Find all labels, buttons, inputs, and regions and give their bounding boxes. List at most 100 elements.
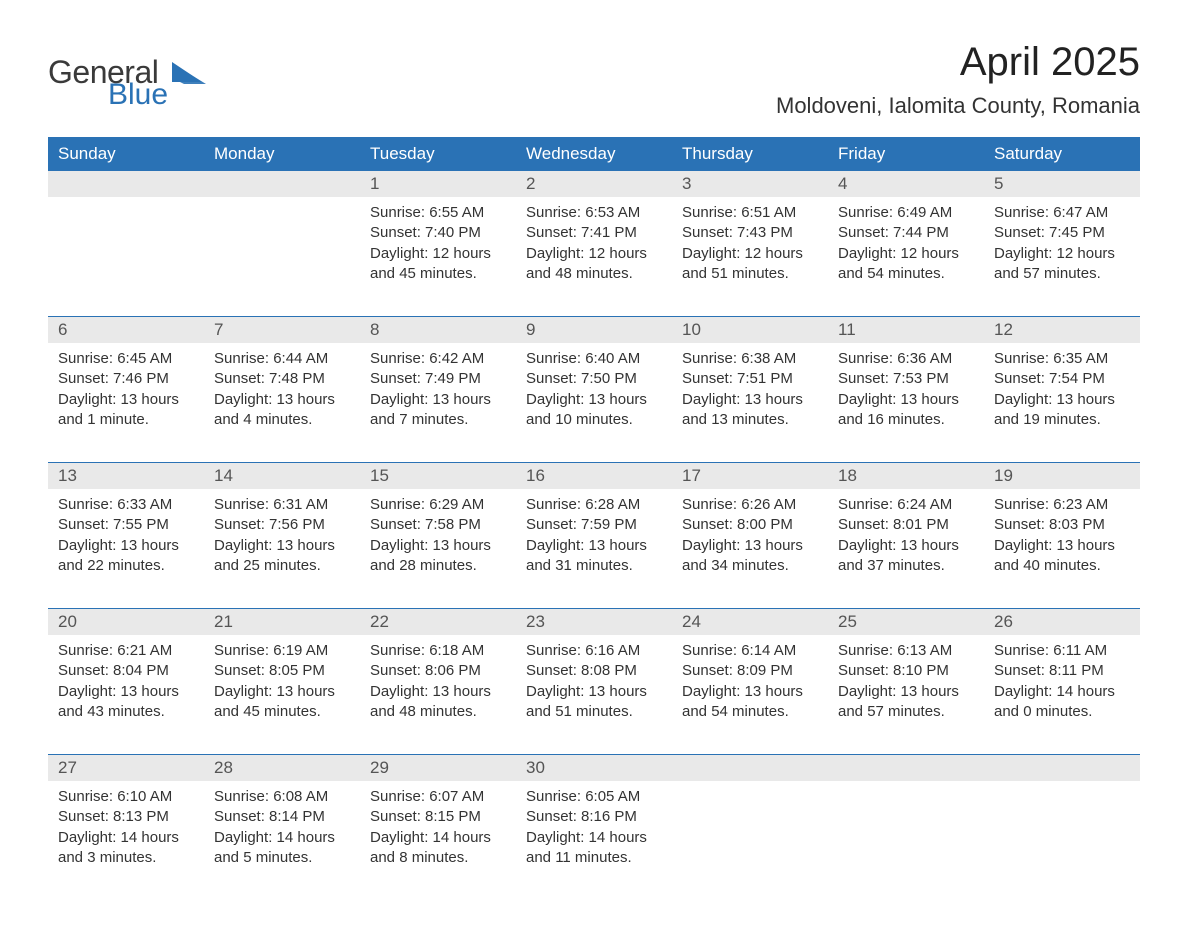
day-sunrise: Sunrise: 6:29 AM <box>370 495 506 515</box>
day-cell <box>48 197 204 288</box>
day-daylight2: and 4 minutes. <box>214 410 350 430</box>
day-daylight1: Daylight: 13 hours <box>994 390 1130 410</box>
day-number: 23 <box>516 609 672 635</box>
day-daylight1: Daylight: 12 hours <box>370 244 506 264</box>
day-daylight1: Daylight: 13 hours <box>370 682 506 702</box>
day-sunrise: Sunrise: 6:13 AM <box>838 641 974 661</box>
day-cell <box>984 781 1140 872</box>
day-daylight1: Daylight: 14 hours <box>214 828 350 848</box>
day-daylight2: and 54 minutes. <box>838 264 974 284</box>
day-number: 19 <box>984 463 1140 489</box>
day-daylight2: and 57 minutes. <box>838 702 974 722</box>
logo-text-stack: General Blue <box>48 56 168 110</box>
day-daylight1: Daylight: 14 hours <box>994 682 1130 702</box>
day-daylight1: Daylight: 13 hours <box>838 682 974 702</box>
day-sunset: Sunset: 8:15 PM <box>370 807 506 827</box>
day-sunset: Sunset: 8:04 PM <box>58 661 194 681</box>
weekday-header-row: Sunday Monday Tuesday Wednesday Thursday… <box>48 137 1140 171</box>
day-daylight2: and 5 minutes. <box>214 848 350 868</box>
day-cell: Sunrise: 6:47 AMSunset: 7:45 PMDaylight:… <box>984 197 1140 288</box>
day-daylight2: and 31 minutes. <box>526 556 662 576</box>
day-number: 3 <box>672 171 828 197</box>
day-number-strip: 20212223242526 <box>48 609 1140 635</box>
logo: General Blue <box>48 40 208 110</box>
logo-flag-icon <box>172 62 208 90</box>
day-daylight2: and 37 minutes. <box>838 556 974 576</box>
day-cell: Sunrise: 6:44 AMSunset: 7:48 PMDaylight:… <box>204 343 360 434</box>
day-sunset: Sunset: 8:06 PM <box>370 661 506 681</box>
day-cell: Sunrise: 6:29 AMSunset: 7:58 PMDaylight:… <box>360 489 516 580</box>
day-sunrise: Sunrise: 6:42 AM <box>370 349 506 369</box>
day-daylight2: and 48 minutes. <box>370 702 506 722</box>
day-daylight2: and 11 minutes. <box>526 848 662 868</box>
day-cell: Sunrise: 6:26 AMSunset: 8:00 PMDaylight:… <box>672 489 828 580</box>
logo-word-blue: Blue <box>108 80 168 110</box>
day-daylight2: and 54 minutes. <box>682 702 818 722</box>
day-cell: Sunrise: 6:24 AMSunset: 8:01 PMDaylight:… <box>828 489 984 580</box>
day-sunset: Sunset: 8:09 PM <box>682 661 818 681</box>
day-daylight1: Daylight: 14 hours <box>526 828 662 848</box>
day-sunrise: Sunrise: 6:10 AM <box>58 787 194 807</box>
day-number-strip: 12345 <box>48 171 1140 197</box>
day-sunrise: Sunrise: 6:18 AM <box>370 641 506 661</box>
day-cell: Sunrise: 6:16 AMSunset: 8:08 PMDaylight:… <box>516 635 672 726</box>
day-daylight1: Daylight: 13 hours <box>58 390 194 410</box>
day-daylight2: and 13 minutes. <box>682 410 818 430</box>
day-cell: Sunrise: 6:13 AMSunset: 8:10 PMDaylight:… <box>828 635 984 726</box>
day-daylight2: and 7 minutes. <box>370 410 506 430</box>
day-cell: Sunrise: 6:40 AMSunset: 7:50 PMDaylight:… <box>516 343 672 434</box>
day-daylight1: Daylight: 12 hours <box>526 244 662 264</box>
day-cell: Sunrise: 6:28 AMSunset: 7:59 PMDaylight:… <box>516 489 672 580</box>
day-sunrise: Sunrise: 6:16 AM <box>526 641 662 661</box>
day-daylight1: Daylight: 12 hours <box>994 244 1130 264</box>
day-daylight1: Daylight: 13 hours <box>682 536 818 556</box>
day-sunset: Sunset: 7:54 PM <box>994 369 1130 389</box>
day-sunset: Sunset: 7:58 PM <box>370 515 506 535</box>
day-daylight2: and 45 minutes. <box>370 264 506 284</box>
weekday-header: Wednesday <box>516 137 672 171</box>
weekday-header: Thursday <box>672 137 828 171</box>
day-number <box>984 755 1140 781</box>
weekday-header: Friday <box>828 137 984 171</box>
day-sunrise: Sunrise: 6:24 AM <box>838 495 974 515</box>
day-daylight2: and 57 minutes. <box>994 264 1130 284</box>
day-daylight1: Daylight: 13 hours <box>526 536 662 556</box>
day-sunset: Sunset: 8:13 PM <box>58 807 194 827</box>
day-daylight1: Daylight: 13 hours <box>526 390 662 410</box>
day-sunset: Sunset: 7:49 PM <box>370 369 506 389</box>
day-sunrise: Sunrise: 6:55 AM <box>370 203 506 223</box>
day-cell: Sunrise: 6:55 AMSunset: 7:40 PMDaylight:… <box>360 197 516 288</box>
day-sunset: Sunset: 7:51 PM <box>682 369 818 389</box>
day-sunset: Sunset: 7:50 PM <box>526 369 662 389</box>
day-sunset: Sunset: 8:10 PM <box>838 661 974 681</box>
day-daylight2: and 34 minutes. <box>682 556 818 576</box>
day-daylight1: Daylight: 13 hours <box>58 536 194 556</box>
day-number: 5 <box>984 171 1140 197</box>
day-sunrise: Sunrise: 6:11 AM <box>994 641 1130 661</box>
day-sunrise: Sunrise: 6:31 AM <box>214 495 350 515</box>
day-cell: Sunrise: 6:23 AMSunset: 8:03 PMDaylight:… <box>984 489 1140 580</box>
day-daylight2: and 40 minutes. <box>994 556 1130 576</box>
day-cell: Sunrise: 6:18 AMSunset: 8:06 PMDaylight:… <box>360 635 516 726</box>
day-sunset: Sunset: 7:41 PM <box>526 223 662 243</box>
day-number: 15 <box>360 463 516 489</box>
day-number: 18 <box>828 463 984 489</box>
day-number: 24 <box>672 609 828 635</box>
day-sunset: Sunset: 8:00 PM <box>682 515 818 535</box>
day-sunrise: Sunrise: 6:23 AM <box>994 495 1130 515</box>
day-sunrise: Sunrise: 6:26 AM <box>682 495 818 515</box>
day-number: 25 <box>828 609 984 635</box>
day-number: 13 <box>48 463 204 489</box>
day-daylight2: and 51 minutes. <box>526 702 662 722</box>
day-cell: Sunrise: 6:19 AMSunset: 8:05 PMDaylight:… <box>204 635 360 726</box>
day-daylight2: and 19 minutes. <box>994 410 1130 430</box>
day-sunset: Sunset: 8:08 PM <box>526 661 662 681</box>
day-number: 11 <box>828 317 984 343</box>
day-number: 14 <box>204 463 360 489</box>
day-sunrise: Sunrise: 6:40 AM <box>526 349 662 369</box>
day-number-strip: 6789101112 <box>48 317 1140 343</box>
day-sunrise: Sunrise: 6:33 AM <box>58 495 194 515</box>
day-number: 8 <box>360 317 516 343</box>
day-daylight1: Daylight: 14 hours <box>370 828 506 848</box>
day-cell <box>828 781 984 872</box>
